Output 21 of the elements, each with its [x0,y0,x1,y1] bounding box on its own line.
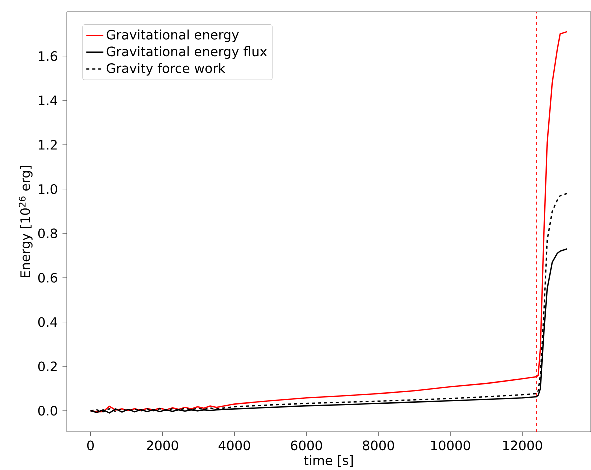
x-tick-label: 12000 [503,440,542,451]
x-tick-label: 0 [87,440,94,451]
x-tick-label: 6000 [291,440,322,451]
y-tick-label: 0.6 [38,273,58,283]
x-tick-label: 10000 [431,440,470,451]
x-tick-label: 4000 [218,440,250,451]
y-tick-label: 0.8 [38,228,58,239]
x-tick-label: 8000 [363,440,394,451]
y-tick-label: 0.2 [38,362,57,372]
legend-label: Gravitational energy flux [106,46,268,60]
y-axis-title: Energy [10$^{26}$ erg] [19,166,33,278]
x-tick-label: 2000 [147,440,178,451]
y-tick-label: 1.4 [39,96,58,106]
y-tick-label: 0.0 [38,406,58,416]
y-tick-label: 1.0 [39,184,58,194]
legend-label: Gravitational energy [106,30,240,42]
y-tick-label: 0.4 [38,317,58,328]
x-axis-title: time [s] [304,455,353,467]
y-tick-label: 1.2 [39,140,57,150]
y-tick-label: 1.6 [39,51,58,62]
legend-label: Gravity force work [106,63,226,76]
